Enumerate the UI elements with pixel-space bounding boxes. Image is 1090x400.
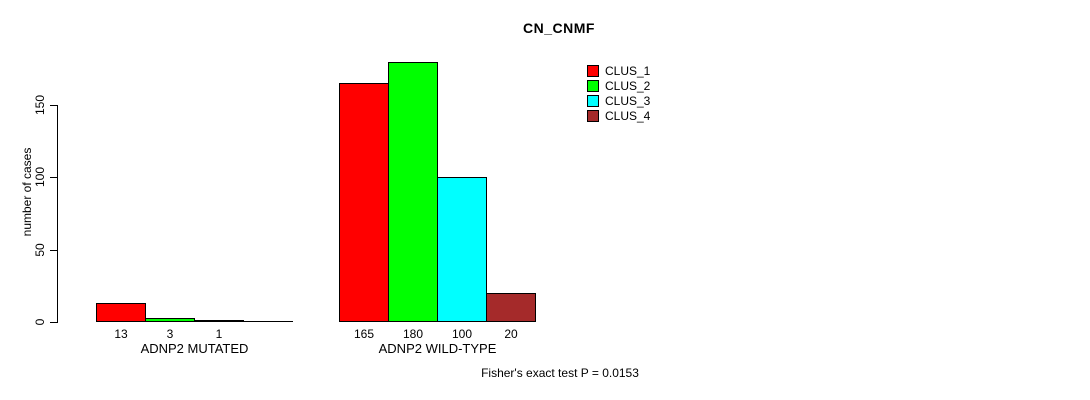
legend-swatch-icon xyxy=(587,95,599,107)
y-tick xyxy=(50,250,57,251)
bar-value-label: 13 xyxy=(114,327,128,341)
chart-title: CN_CNMF xyxy=(523,20,595,36)
group-label: ADNP2 MUTATED xyxy=(140,341,249,356)
bar-value-label: 100 xyxy=(451,327,473,341)
bar-value-label: 3 xyxy=(166,327,174,341)
y-tick-label: 150 xyxy=(33,94,47,116)
y-tick-label: 50 xyxy=(33,243,47,257)
y-tick xyxy=(50,177,57,178)
legend-item-CLUS_4: CLUS_4 xyxy=(587,110,650,122)
y-tick xyxy=(50,105,57,106)
y-tick xyxy=(50,322,57,323)
bar-CLUS_1-group0 xyxy=(96,303,146,322)
bar-CLUS_4-group1 xyxy=(486,293,536,322)
y-tick-label: 0 xyxy=(33,318,47,326)
bar-CLUS_4-group0 xyxy=(243,321,293,322)
y-tick-label: 100 xyxy=(33,166,47,188)
legend-swatch-icon xyxy=(587,65,599,77)
bar-CLUS_2-group1 xyxy=(388,62,438,322)
bar-CLUS_1-group1 xyxy=(339,83,389,322)
legend-item-CLUS_1: CLUS_1 xyxy=(587,65,650,77)
legend-label: CLUS_1 xyxy=(605,64,651,78)
legend-item-CLUS_2: CLUS_2 xyxy=(587,80,650,92)
legend-label: CLUS_3 xyxy=(605,94,651,108)
annotation-fisher-test: Fisher's exact test P = 0.0153 xyxy=(481,366,639,380)
bar-value-label: 180 xyxy=(402,327,424,341)
legend-swatch-icon xyxy=(587,80,599,92)
legend-label: CLUS_2 xyxy=(605,79,651,93)
bar-CLUS_3-group1 xyxy=(437,177,487,322)
group-label: ADNP2 WILD-TYPE xyxy=(378,341,497,356)
bar-CLUS_2-group0 xyxy=(145,318,195,322)
y-axis-line xyxy=(57,105,58,323)
y-axis-label: number of cases xyxy=(20,147,34,237)
legend-label: CLUS_4 xyxy=(605,109,651,123)
legend-item-CLUS_3: CLUS_3 xyxy=(587,95,650,107)
bar-value-label: 165 xyxy=(353,327,375,341)
legend-swatch-icon xyxy=(587,110,599,122)
legend: CLUS_1 CLUS_2 CLUS_3 CLUS_4 xyxy=(587,65,650,122)
bar-value-label: 1 xyxy=(215,327,223,341)
bar-value-label: 20 xyxy=(504,327,518,341)
bar-CLUS_3-group0 xyxy=(194,320,244,322)
